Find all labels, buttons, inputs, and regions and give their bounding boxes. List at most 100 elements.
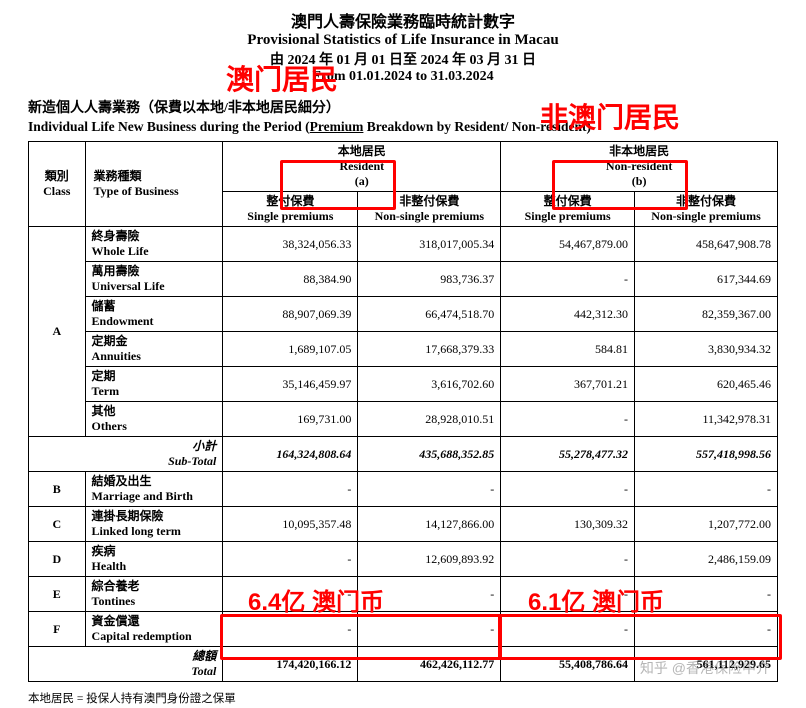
- title-en: Provisional Statistics of Life Insurance…: [28, 32, 778, 49]
- section-en-post: Breakdown by Resident/ Non-resident): [363, 119, 591, 134]
- hdr-b-nonsingle-en: Non-single premiums: [641, 209, 771, 224]
- hdr-a-nonsingle-en: Non-single premiums: [364, 209, 494, 224]
- cell-b1: 130,309.32: [501, 507, 635, 542]
- cell-a2: 3,616,702.60: [358, 367, 501, 402]
- cell-b2: 617,344.69: [635, 262, 778, 297]
- cell-b2: 620,465.46: [635, 367, 778, 402]
- cell-b1: -: [501, 612, 635, 647]
- row-label: 其他Others: [85, 402, 223, 437]
- cell-b1: -: [501, 472, 635, 507]
- cell-a2: 983,736.37: [358, 262, 501, 297]
- table-row: F資金償還Capital redemption----: [29, 612, 778, 647]
- section-en-pre: Individual Life New Business during the …: [28, 119, 310, 134]
- title-cn: 澳門人壽保險業務臨時統計數字: [28, 8, 778, 32]
- hdr-a-single: 整付保費 Single premiums: [223, 192, 358, 227]
- cell-a2: 318,017,005.34: [358, 227, 501, 262]
- cell-a1: 10,095,357.48: [223, 507, 358, 542]
- cell-a2: 17,668,379.33: [358, 332, 501, 367]
- hdr-b-nonsingle: 非整付保費 Non-single premiums: [635, 192, 778, 227]
- footnote: 本地居民 = 投保人持有澳門身份證之保單: [28, 690, 778, 706]
- class-F-cell: F: [29, 612, 86, 647]
- table-row: B結婚及出生Marriage and Birth----: [29, 472, 778, 507]
- cell-a2: 66,474,518.70: [358, 297, 501, 332]
- class-D-cell: D: [29, 542, 86, 577]
- subtotal-a1: 164,324,808.64: [223, 437, 358, 472]
- cell-a2: 14,127,866.00: [358, 507, 501, 542]
- hdr-b-single-en: Single premiums: [507, 209, 628, 224]
- table-row: E綜合養老Tontines----: [29, 577, 778, 612]
- cell-a1: -: [223, 612, 358, 647]
- row-label: 萬用壽險Universal Life: [85, 262, 223, 297]
- cell-a1: 38,324,056.33: [223, 227, 358, 262]
- cell-a2: -: [358, 612, 501, 647]
- subtotal-label: 小計Sub-Total: [29, 437, 223, 472]
- cell-a1: 88,907,069.39: [223, 297, 358, 332]
- total-label: 總額Total: [29, 647, 223, 682]
- hdr-type-cn: 業務種類: [94, 169, 217, 184]
- row-label: 定期Term: [85, 367, 223, 402]
- data-table: 類別 Class 業務種類 Type of Business 本地居民 Resi…: [28, 141, 778, 682]
- row-label: 綜合養老Tontines: [85, 577, 223, 612]
- table-row: D疾病Health-12,609,893.92-2,486,159.09: [29, 542, 778, 577]
- hdr-class-cn: 類別: [35, 169, 79, 184]
- class-C-cell: C: [29, 507, 86, 542]
- subtotal-a2: 435,688,352.85: [358, 437, 501, 472]
- cell-b2: 11,342,978.31: [635, 402, 778, 437]
- hdr-class-en: Class: [35, 184, 79, 199]
- cell-b2: -: [635, 612, 778, 647]
- cell-b2: 3,830,934.32: [635, 332, 778, 367]
- class-B-cell: B: [29, 472, 86, 507]
- table-row: 定期金Annuities1,689,107.0517,668,379.33584…: [29, 332, 778, 367]
- total-b1: 55,408,786.64: [501, 647, 635, 682]
- table-row: 其他Others169,731.0028,928,010.51-11,342,9…: [29, 402, 778, 437]
- cell-b2: -: [635, 577, 778, 612]
- row-label: 資金償還Capital redemption: [85, 612, 223, 647]
- total-a2: 462,426,112.77: [358, 647, 501, 682]
- hdr-a-single-en: Single premiums: [229, 209, 351, 224]
- cell-b2: -: [635, 472, 778, 507]
- hdr-resident-sub: (a): [229, 174, 494, 189]
- cell-a2: 28,928,010.51: [358, 402, 501, 437]
- section-heading-en: Individual Life New Business during the …: [28, 119, 778, 135]
- row-label: 終身壽險Whole Life: [85, 227, 223, 262]
- class-E-cell: E: [29, 577, 86, 612]
- cell-b1: -: [501, 262, 635, 297]
- row-label: 結婚及出生Marriage and Birth: [85, 472, 223, 507]
- row-label: 連掛長期保險Linked long term: [85, 507, 223, 542]
- row-label: 儲蓄Endowment: [85, 297, 223, 332]
- cell-b1: -: [501, 402, 635, 437]
- page-root: 澳門人壽保險業務臨時統計數字 Provisional Statistics of…: [0, 0, 806, 708]
- cell-a1: 169,731.00: [223, 402, 358, 437]
- hdr-nonresident-sub: (b): [507, 174, 771, 189]
- class-A-cell: A: [29, 227, 86, 437]
- hdr-b-single: 整付保費 Single premiums: [501, 192, 635, 227]
- table-row: C連掛長期保險Linked long term10,095,357.4814,1…: [29, 507, 778, 542]
- subtotal-b1: 55,278,477.32: [501, 437, 635, 472]
- subtotal-b2: 557,418,998.56: [635, 437, 778, 472]
- table-row: 定期Term35,146,459.973,616,702.60367,701.2…: [29, 367, 778, 402]
- hdr-resident: 本地居民 Resident (a): [223, 142, 501, 192]
- cell-a1: 1,689,107.05: [223, 332, 358, 367]
- hdr-b-single-cn: 整付保費: [507, 194, 628, 209]
- hdr-resident-cn: 本地居民: [229, 144, 494, 159]
- cell-a1: -: [223, 542, 358, 577]
- hdr-nonresident: 非本地居民 Non-resident (b): [501, 142, 778, 192]
- table-body: A終身壽險Whole Life38,324,056.33318,017,005.…: [29, 227, 778, 682]
- cell-b1: -: [501, 542, 635, 577]
- cell-b2: 2,486,159.09: [635, 542, 778, 577]
- table-row: 儲蓄Endowment88,907,069.3966,474,518.70442…: [29, 297, 778, 332]
- cell-b1: 367,701.21: [501, 367, 635, 402]
- hdr-nonresident-cn: 非本地居民: [507, 144, 771, 159]
- date-cn: 由 2024 年 01 月 01 日至 2024 年 03 月 31 日: [28, 49, 778, 69]
- cell-b1: -: [501, 577, 635, 612]
- section-en-underline: Premium: [310, 119, 364, 134]
- hdr-class: 類別 Class: [29, 142, 86, 227]
- cell-a1: -: [223, 577, 358, 612]
- hdr-resident-en: Resident: [229, 159, 494, 174]
- cell-a1: -: [223, 472, 358, 507]
- cell-b2: 458,647,908.78: [635, 227, 778, 262]
- hdr-b-nonsingle-cn: 非整付保費: [641, 194, 771, 209]
- cell-b1: 442,312.30: [501, 297, 635, 332]
- hdr-type: 業務種類 Type of Business: [85, 142, 223, 227]
- cell-a2: -: [358, 472, 501, 507]
